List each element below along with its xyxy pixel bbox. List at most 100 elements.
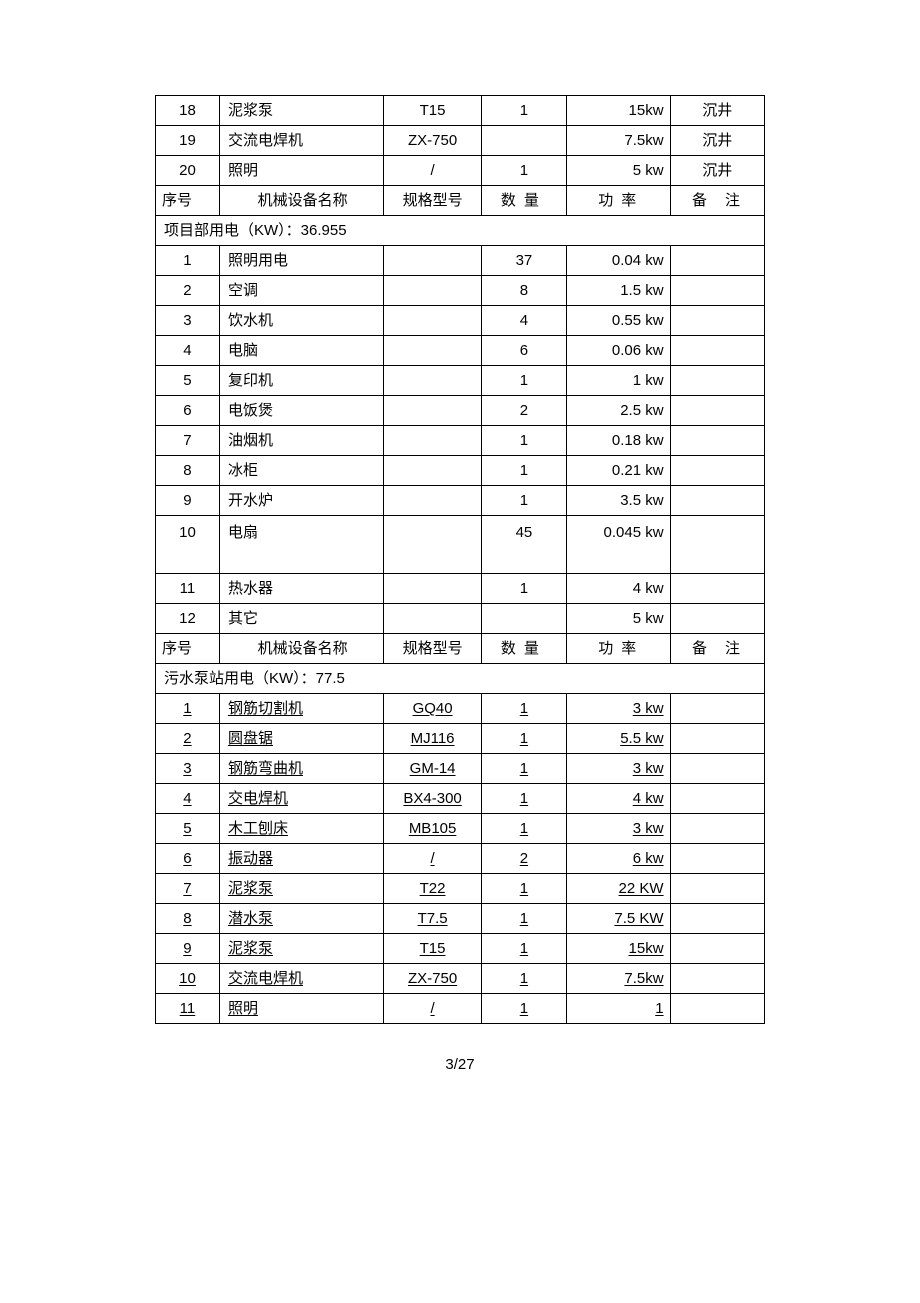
table-row: 1照明用电370.04 kw xyxy=(156,246,765,276)
table-cell: 3 kw xyxy=(567,754,671,784)
table-cell: 7 xyxy=(156,874,220,904)
table-cell: 1 xyxy=(481,964,566,994)
table-cell: 6 xyxy=(156,396,220,426)
table-cell: 备注 xyxy=(670,634,764,664)
table-cell: 0.55 kw xyxy=(567,306,671,336)
table-row: 7油烟机10.18 kw xyxy=(156,426,765,456)
table-cell: 2.5 kw xyxy=(567,396,671,426)
table-header-row: 序号机械设备名称规格型号数量功率备注 xyxy=(156,186,765,216)
table-cell xyxy=(670,844,764,874)
table-cell xyxy=(670,814,764,844)
table-cell: 数量 xyxy=(481,634,566,664)
table-cell xyxy=(670,994,764,1024)
table-cell: 45 xyxy=(481,516,566,574)
table-row: 8潜水泵T7.517.5 KW xyxy=(156,904,765,934)
table-cell: 3 kw xyxy=(567,694,671,724)
table-row: 7泥浆泵T22122 KW xyxy=(156,874,765,904)
table-cell: 8 xyxy=(156,456,220,486)
table-cell xyxy=(384,456,481,486)
table-cell: 圆盘锯 xyxy=(219,724,383,754)
table-cell: 1 xyxy=(481,724,566,754)
table-cell: / xyxy=(384,156,481,186)
table-cell xyxy=(384,366,481,396)
table-cell: 6 xyxy=(481,336,566,366)
section-title-row: 污水泵站用电（KW）：77.5 xyxy=(156,664,765,694)
table-cell: 0.21 kw xyxy=(567,456,671,486)
table-cell xyxy=(384,516,481,574)
table-cell: 1 xyxy=(481,994,566,1024)
table-cell xyxy=(670,456,764,486)
table-cell: 5 kw xyxy=(567,604,671,634)
table-row: 3钢筋弯曲机GM-1413 kw xyxy=(156,754,765,784)
table-cell xyxy=(384,486,481,516)
table-cell: 7 xyxy=(156,426,220,456)
table-cell: 0.045 kw xyxy=(567,516,671,574)
table-cell: 冰柜 xyxy=(219,456,383,486)
table-cell: 1 xyxy=(156,246,220,276)
table-cell: 5 kw xyxy=(567,156,671,186)
table-cell: 1 xyxy=(481,366,566,396)
table-row: 12其它5 kw xyxy=(156,604,765,634)
table-cell xyxy=(670,396,764,426)
table-cell: 2 xyxy=(481,844,566,874)
table-cell: 10 xyxy=(156,964,220,994)
table-cell: 1 xyxy=(481,904,566,934)
table-row: 11热水器14 kw xyxy=(156,574,765,604)
table-row: 8冰柜10.21 kw xyxy=(156,456,765,486)
table-cell: 油烟机 xyxy=(219,426,383,456)
table-cell: 2 xyxy=(481,396,566,426)
table-cell: / xyxy=(384,844,481,874)
table-cell: 1 xyxy=(481,694,566,724)
table-cell: T22 xyxy=(384,874,481,904)
table-cell: 交流电焊机 xyxy=(219,126,383,156)
table-cell: 机械设备名称 xyxy=(219,634,383,664)
table-cell xyxy=(384,246,481,276)
table-row: 6振动器/26 kw xyxy=(156,844,765,874)
table-cell xyxy=(384,426,481,456)
table-cell: 功率 xyxy=(567,634,671,664)
table-row: 10交流电焊机ZX-75017.5kw xyxy=(156,964,765,994)
table-cell: 7.5kw xyxy=(567,964,671,994)
table-cell: 泥浆泵 xyxy=(219,934,383,964)
table-cell: 3 kw xyxy=(567,814,671,844)
table-cell xyxy=(481,126,566,156)
table-cell: 2 xyxy=(156,724,220,754)
table-cell: 1 xyxy=(481,784,566,814)
equipment-table: 18泥浆泵T15115kw沉井19交流电焊机ZX-7507.5kw沉井20照明/… xyxy=(155,95,765,1024)
table-cell: 1 xyxy=(481,874,566,904)
table-cell: MJ116 xyxy=(384,724,481,754)
table-cell xyxy=(670,276,764,306)
table-cell: 15kw xyxy=(567,934,671,964)
table-cell: 振动器 xyxy=(219,844,383,874)
table-cell: 复印机 xyxy=(219,366,383,396)
table-cell: MB105 xyxy=(384,814,481,844)
table-cell: 4 kw xyxy=(567,784,671,814)
table-cell: 机械设备名称 xyxy=(219,186,383,216)
table-row: 10电扇450.045 kw xyxy=(156,516,765,574)
table-cell: 1 xyxy=(567,994,671,1024)
table-cell: 序号 xyxy=(156,634,220,664)
table-cell: 19 xyxy=(156,126,220,156)
table-row: 2空调81.5 kw xyxy=(156,276,765,306)
table-cell: 0.04 kw xyxy=(567,246,671,276)
table-cell xyxy=(384,276,481,306)
table-cell xyxy=(670,784,764,814)
section-title: 项目部用电（KW）：36.955 xyxy=(156,216,765,246)
table-cell: 4 xyxy=(156,336,220,366)
table-cell: 潜水泵 xyxy=(219,904,383,934)
table-row: 1钢筋切割机GQ4013 kw xyxy=(156,694,765,724)
table-cell: 6 kw xyxy=(567,844,671,874)
table-cell: ZX-750 xyxy=(384,126,481,156)
table-cell: 沉井 xyxy=(670,96,764,126)
table-cell: 7.5kw xyxy=(567,126,671,156)
table-cell: GM-14 xyxy=(384,754,481,784)
table-cell: 12 xyxy=(156,604,220,634)
table-cell xyxy=(670,724,764,754)
table-row: 9开水炉13.5 kw xyxy=(156,486,765,516)
table-cell: 37 xyxy=(481,246,566,276)
table-cell xyxy=(670,574,764,604)
table-cell: 交电焊机 xyxy=(219,784,383,814)
table-cell: 电饭煲 xyxy=(219,396,383,426)
table-cell: 1 xyxy=(481,486,566,516)
table-cell: 3.5 kw xyxy=(567,486,671,516)
